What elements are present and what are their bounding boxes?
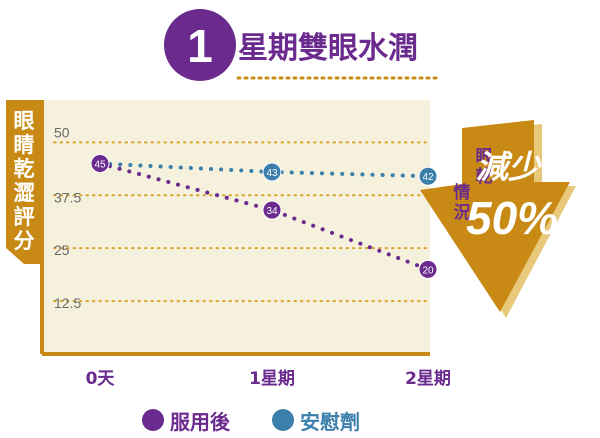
legend-swatch-after: [142, 409, 164, 431]
callout-subject-char: 眼: [476, 147, 493, 167]
y-tick-labels: 50 37.5 25 12.5: [54, 124, 81, 311]
legend-label-placebo: 安慰劑: [300, 409, 360, 434]
callout-percent: 50%: [466, 192, 558, 244]
data-point: [262, 162, 282, 182]
x-tick-labels: 0天 1星期 2星期: [86, 369, 451, 389]
y-axis-label-char: 睛: [14, 133, 35, 157]
y-axis-label-bar: [6, 100, 42, 264]
callout-arrow: [420, 120, 570, 312]
data-label: 34: [266, 206, 278, 217]
gridlines: [53, 141, 431, 303]
number-badge: [164, 9, 236, 81]
x-tick-label: 1星期: [249, 369, 295, 389]
y-axis-label-char: 分: [14, 229, 35, 253]
y-tick-label: 12.5: [54, 295, 81, 311]
series-line: [98, 161, 430, 272]
x-tick-label: 0天: [86, 369, 116, 389]
number-badge-text: 1: [187, 20, 213, 72]
y-tick-label: 50: [54, 124, 70, 140]
legend-label-after: 服用後: [170, 409, 230, 434]
y-axis-label-char: 澀: [14, 181, 35, 205]
page-title: 星期雙眼水潤: [238, 31, 418, 66]
y-axis-label-char: 乾: [14, 157, 35, 181]
callout-reduce: 減少: [476, 148, 543, 186]
data-label: 42: [422, 172, 434, 183]
y-axis-label-char: 評: [14, 205, 35, 229]
header: 1 星期雙眼水潤: [0, 0, 600, 90]
data-label: 43: [266, 168, 278, 179]
header-graphic: 1 星期雙眼水潤: [164, 9, 438, 81]
callout-subject-char: 乾: [476, 166, 493, 187]
plot-panel: [42, 100, 430, 354]
legend-item-after: 服用後: [142, 404, 230, 436]
legend-item-placebo: 安慰劑: [272, 404, 360, 436]
y-tick-label: 37.5: [54, 189, 81, 205]
data-point: [90, 154, 110, 173]
y-axis-label-char: 眼: [14, 109, 35, 133]
data-point: [418, 259, 438, 279]
data-point: [262, 200, 282, 220]
x-tick-label: 2星期: [405, 369, 451, 389]
callout-subject-char: 況: [454, 202, 471, 223]
legend-swatch-placebo: [272, 409, 294, 431]
callout-subject-char: 情: [454, 182, 471, 203]
data-label: 45: [94, 160, 106, 171]
data-label: 20: [422, 265, 434, 276]
series-after: 45 34 20: [90, 154, 438, 279]
data-point: [418, 166, 438, 186]
y-tick-label: 25: [54, 242, 70, 258]
